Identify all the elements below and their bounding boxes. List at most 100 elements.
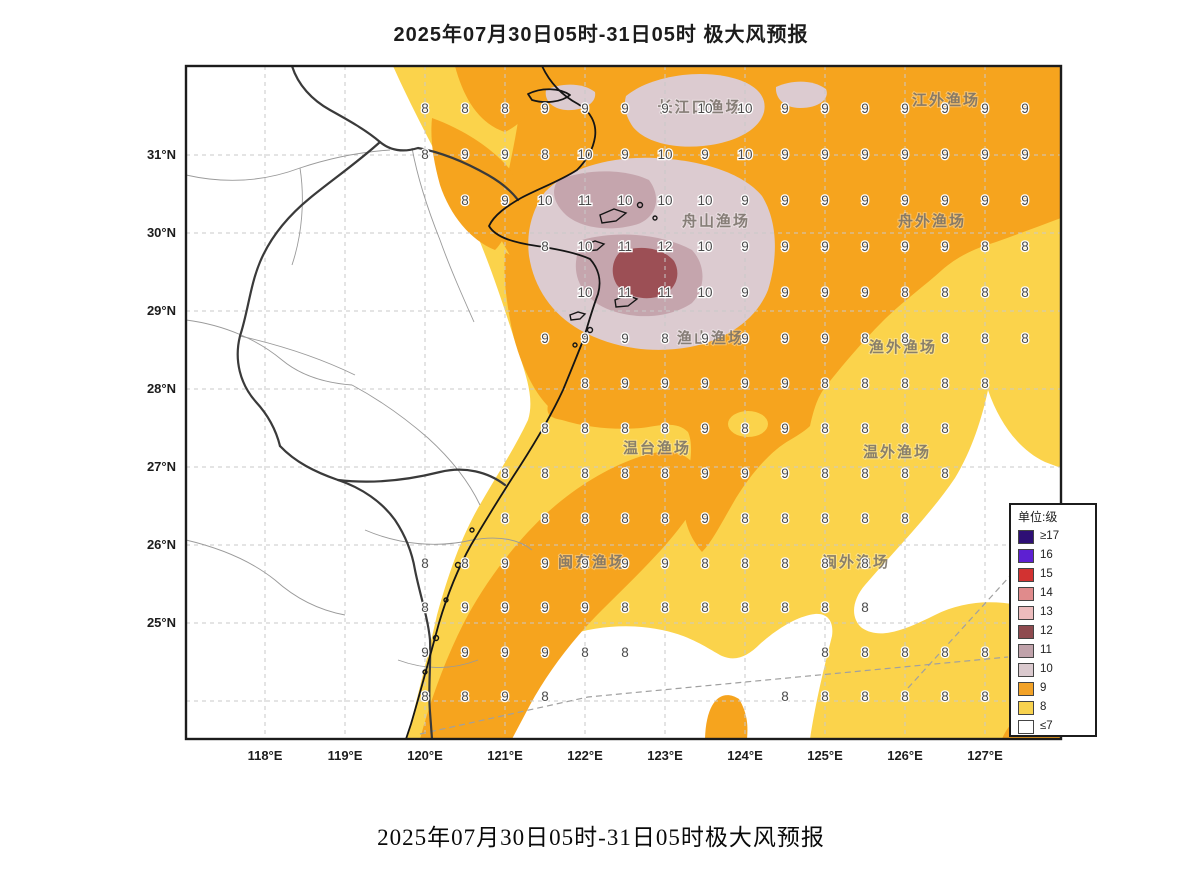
- wind-force-value: 8: [621, 421, 629, 436]
- wind-force-value: 8: [541, 147, 549, 162]
- legend-swatch: [1018, 700, 1034, 715]
- wind-force-value: 8: [461, 556, 469, 571]
- wind-area-level11-north: [554, 171, 657, 229]
- wind-force-value: 8: [861, 331, 869, 346]
- wind-force-value: 9: [1021, 147, 1029, 162]
- wind-force-value: 9: [621, 331, 629, 346]
- wind-force-value: 9: [661, 376, 669, 391]
- wind-force-value: 9: [781, 147, 789, 162]
- wind-force-value: 8: [901, 376, 909, 391]
- wind-force-value: 8: [861, 645, 869, 660]
- wind-force-value: 8: [901, 689, 909, 704]
- wind-force-value: 9: [741, 376, 749, 391]
- latitude-tick-label: 27°N: [146, 459, 176, 474]
- wind-force-value: 8: [941, 376, 949, 391]
- wind-force-value: 9: [541, 556, 549, 571]
- wind-force-value: 9: [461, 600, 469, 615]
- wind-force-value: 9: [941, 101, 949, 116]
- legend: 单位:级 ≥17 16 15 14 13 12 11 10 9 8 ≤7: [1009, 503, 1097, 737]
- wind-force-value: 9: [541, 645, 549, 660]
- legend-label: 11: [1040, 643, 1052, 656]
- wind-force-value: 9: [741, 466, 749, 481]
- legend-swatch: [1018, 719, 1034, 734]
- county-borders: [186, 147, 533, 668]
- wind-force-value: 8: [821, 376, 829, 391]
- wind-force-value: 8: [1021, 239, 1029, 254]
- wind-force-value: 8: [661, 421, 669, 436]
- wind-force-value: 9: [861, 239, 869, 254]
- wind-force-value: 9: [821, 193, 829, 208]
- wind-force-value: 8: [1021, 331, 1029, 346]
- wind-area-level9-band: [420, 451, 699, 739]
- wind-force-value: 8: [661, 511, 669, 526]
- wind-force-value: 9: [821, 147, 829, 162]
- legend-row: 10: [1018, 660, 1095, 679]
- wind-force-value: 8: [981, 645, 989, 660]
- graticule: [186, 66, 1061, 739]
- wind-force-value: 8: [621, 511, 629, 526]
- wind-force-value: 8: [501, 466, 509, 481]
- wind-force-value: 9: [781, 285, 789, 300]
- wind-force-value: 9: [621, 101, 629, 116]
- wind-force-value: 10: [577, 239, 592, 254]
- wind-force-value: 8: [581, 466, 589, 481]
- wind-force-value: 9: [621, 556, 629, 571]
- legend-label: 14: [1040, 586, 1053, 599]
- longitude-tick-label: 125°E: [807, 748, 843, 763]
- wind-force-value: 8: [821, 689, 829, 704]
- legend-swatch: [1018, 605, 1034, 620]
- wind-area-level9-finger: [705, 695, 748, 739]
- wind-force-value: 9: [781, 421, 789, 436]
- wind-force-value: 9: [1021, 193, 1029, 208]
- legend-row: 16: [1018, 546, 1095, 565]
- wind-force-value: 8: [901, 285, 909, 300]
- wind-force-value: 9: [461, 147, 469, 162]
- longitude-tick-label: 118°E: [247, 748, 283, 763]
- wind-force-value: 9: [581, 101, 589, 116]
- wind-force-value: 9: [901, 193, 909, 208]
- wind-force-value: 8: [861, 466, 869, 481]
- latitude-tick-label: 26°N: [146, 537, 176, 552]
- wind-force-value: 9: [501, 147, 509, 162]
- fishing-ground-label: 渔外渔场: [869, 338, 937, 356]
- wind-force-value: 8: [981, 239, 989, 254]
- legend-row: 9: [1018, 679, 1095, 698]
- wind-force-value: 10: [657, 147, 672, 162]
- wind-force-value: 10: [737, 147, 752, 162]
- wind-force-value: 9: [981, 147, 989, 162]
- latitude-tick-label: 29°N: [146, 303, 176, 318]
- wind-force-value: 8: [541, 689, 549, 704]
- wind-force-value: 8: [901, 645, 909, 660]
- wind-force-value: 8: [821, 421, 829, 436]
- wind-force-value: 8: [901, 331, 909, 346]
- legend-label: 15: [1040, 567, 1053, 580]
- wind-force-value: 8: [901, 511, 909, 526]
- wind-pocket-level8-a: [728, 411, 768, 437]
- wind-force-value: 8: [781, 556, 789, 571]
- wind-force-value: 9: [501, 689, 509, 704]
- wind-force-value: 9: [541, 331, 549, 346]
- wind-force-value: 8: [781, 511, 789, 526]
- wind-force-value: 8: [581, 376, 589, 391]
- wind-area-level10-estuary: [624, 74, 765, 147]
- wind-force-value: 10: [657, 193, 672, 208]
- wind-force-value: 9: [701, 147, 709, 162]
- wind-force-value: 9: [621, 376, 629, 391]
- latitude-tick-label: 31°N: [146, 147, 176, 162]
- wind-force-value: 8: [541, 511, 549, 526]
- latitude-tick-label: 28°N: [146, 381, 176, 396]
- latitude-tick-label: 30°N: [146, 225, 176, 240]
- wind-force-value: 9: [581, 600, 589, 615]
- wind-force-value: 8: [861, 556, 869, 571]
- legend-label: 12: [1040, 624, 1053, 637]
- page-title: 2025年07月30日05时-31日05时 极大风预报: [393, 24, 809, 46]
- wind-force-value: 8: [701, 556, 709, 571]
- legend-row: ≤7: [1018, 717, 1095, 736]
- wind-force-value: 8: [821, 645, 829, 660]
- fishing-ground-label: 闽外渔场: [822, 553, 890, 571]
- map-frame: [184, 64, 1063, 741]
- legend-row: ≥17: [1018, 527, 1095, 546]
- wind-force-value: 9: [901, 239, 909, 254]
